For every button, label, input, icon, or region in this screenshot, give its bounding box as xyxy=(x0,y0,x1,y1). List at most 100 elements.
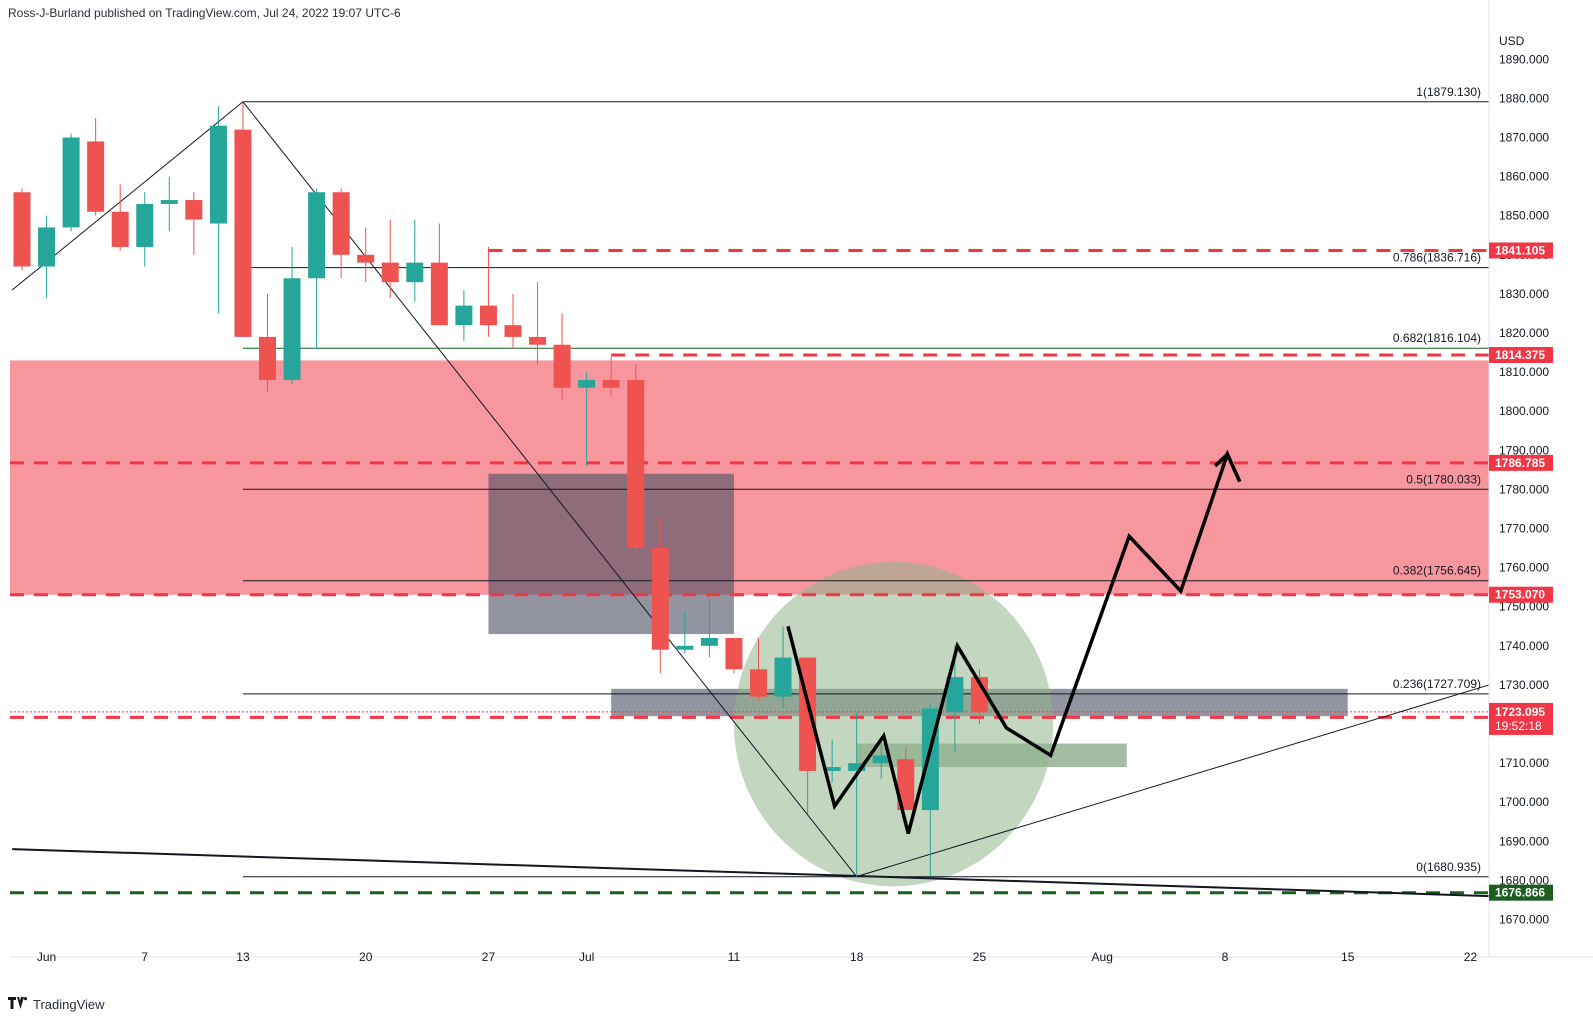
candle-body xyxy=(455,305,473,326)
fib-labels-layer: 1(1879.130) 0.786(1836.716) 0.682(1816.104… xyxy=(1393,85,1481,874)
price-tick-label: 1750.000 xyxy=(1499,600,1549,614)
highlight-circle-layer xyxy=(733,561,1054,887)
fib-level-label: 0(1680.935) xyxy=(1416,860,1481,874)
candle-bullish[interactable] xyxy=(209,106,227,314)
candle-bullish[interactable] xyxy=(283,246,301,384)
candle-bullish[interactable] xyxy=(62,133,80,232)
candle-bearish[interactable] xyxy=(529,282,547,365)
candle-bearish[interactable] xyxy=(185,192,203,255)
candle-bearish[interactable] xyxy=(430,223,448,326)
candle-bearish[interactable] xyxy=(553,313,571,400)
candle-body xyxy=(62,137,80,228)
time-axis[interactable]: Jun 7 13 20 27 Jul 11 18 25 Aug 8 15 22 xyxy=(10,950,1593,964)
candle-bullish[interactable] xyxy=(160,176,178,232)
candle-bearish[interactable] xyxy=(111,184,129,251)
price-badge-label: 1814.375 xyxy=(1495,348,1545,362)
price-badge: 1676.866 xyxy=(1489,884,1553,901)
price-tick-label: 1800.000 xyxy=(1499,404,1549,418)
candle-body xyxy=(823,767,841,771)
candle-bullish[interactable] xyxy=(136,192,154,267)
time-tick-label: 15 xyxy=(1341,950,1355,964)
countdown-label: 19:52:18 xyxy=(1495,719,1542,733)
price-tick-label: 1780.000 xyxy=(1499,482,1549,496)
candle-body xyxy=(38,227,56,267)
candle-bearish[interactable] xyxy=(970,669,988,725)
time-tick-label: Jun xyxy=(37,950,56,964)
candle-bullish[interactable] xyxy=(38,215,56,298)
projection-path xyxy=(786,449,1242,834)
price-badge-bg xyxy=(1489,454,1553,471)
fib-level-label: 0.5(1780.033) xyxy=(1406,472,1481,486)
time-tick-label: 7 xyxy=(141,950,148,964)
time-tick-label: 13 xyxy=(236,950,250,964)
candle-body xyxy=(332,192,350,255)
candle-bearish[interactable] xyxy=(602,356,620,396)
price-axis[interactable]: USD 1670.000 1680.000 1690.000 1700.000 1710.… xyxy=(1488,0,1549,957)
price-tick-label: 1690.000 xyxy=(1499,834,1549,848)
candle-bullish[interactable] xyxy=(308,188,326,349)
price-tick-label: 1890.000 xyxy=(1499,52,1549,66)
candle-bearish[interactable] xyxy=(504,293,522,349)
price-badge-bg xyxy=(1489,586,1553,603)
candle-body xyxy=(725,638,743,670)
price-tick-label: 1830.000 xyxy=(1499,287,1549,301)
candles-layer[interactable] xyxy=(13,102,988,877)
candle-body xyxy=(234,129,252,337)
candle-bullish[interactable] xyxy=(774,626,792,709)
candle-body xyxy=(259,336,276,380)
candle-bearish[interactable] xyxy=(357,227,375,283)
price-badge-bg xyxy=(1489,242,1553,259)
price-tick-label: 1710.000 xyxy=(1499,756,1549,770)
price-badges-layer: 1841.1051814.3751786.7851753.0701721.710… xyxy=(1489,242,1553,901)
candle-body xyxy=(872,755,890,764)
trendline xyxy=(12,848,1490,898)
candle-bearish[interactable] xyxy=(750,638,767,701)
candle-bearish[interactable] xyxy=(234,102,252,337)
price-tick-label: 1700.000 xyxy=(1499,795,1549,809)
time-tick-label: 22 xyxy=(1464,950,1478,964)
time-tick-label: 20 xyxy=(359,950,373,964)
candle-body xyxy=(430,262,448,326)
time-tick-label: 25 xyxy=(973,950,987,964)
price-badge-label: 1786.785 xyxy=(1495,456,1545,470)
price-tick-label: 1820.000 xyxy=(1499,326,1549,340)
price-tick-label: 1770.000 xyxy=(1499,522,1549,536)
last-price-badge-bg xyxy=(1489,702,1553,735)
candle-bullish[interactable] xyxy=(455,289,473,341)
candle-bearish[interactable] xyxy=(651,516,669,674)
candle-body xyxy=(774,657,792,697)
highlight-circle xyxy=(733,561,1054,887)
candle-bearish[interactable] xyxy=(381,219,399,298)
price-badge-label: 1676.866 xyxy=(1495,886,1545,900)
candle-bearish[interactable] xyxy=(479,246,497,337)
trendline xyxy=(856,684,1490,878)
price-tick-label: 1680.000 xyxy=(1499,873,1549,887)
candle-bullish[interactable] xyxy=(676,610,694,654)
candle-bearish[interactable] xyxy=(87,117,105,216)
price-tick-label: 1740.000 xyxy=(1499,639,1549,653)
candle-bullish[interactable] xyxy=(946,645,964,752)
candle-bearish[interactable] xyxy=(725,638,743,674)
candle-body xyxy=(700,638,718,646)
candle-body xyxy=(750,669,767,697)
candle-bullish[interactable] xyxy=(406,219,424,302)
candle-bullish[interactable] xyxy=(848,712,866,877)
candle-bullish[interactable] xyxy=(823,739,841,783)
fib-level-label: 0.236(1727.709) xyxy=(1393,677,1481,691)
candle-bullish[interactable] xyxy=(872,739,890,779)
projection-arrowhead xyxy=(1213,451,1242,483)
candle-bearish[interactable] xyxy=(259,293,276,392)
candle-bullish[interactable] xyxy=(700,598,718,658)
candle-bearish[interactable] xyxy=(897,747,915,811)
candle-body xyxy=(185,200,203,220)
candle-bearish[interactable] xyxy=(332,188,350,279)
candle-body xyxy=(283,278,301,380)
candle-body xyxy=(529,336,547,345)
candle-bearish[interactable] xyxy=(13,188,31,271)
tradingview-brand: TradingView xyxy=(33,997,105,1012)
candle-body xyxy=(946,677,964,713)
candle-bullish[interactable] xyxy=(578,372,596,466)
candle-body xyxy=(897,759,915,811)
candle-bearish[interactable] xyxy=(627,364,645,552)
